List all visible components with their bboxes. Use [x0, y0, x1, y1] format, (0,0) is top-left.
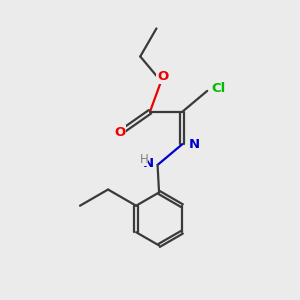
Text: O: O: [157, 70, 168, 83]
Text: H: H: [140, 153, 148, 166]
Text: O: O: [114, 126, 126, 139]
Text: Cl: Cl: [212, 82, 226, 95]
Text: N: N: [189, 138, 200, 151]
Text: N: N: [143, 157, 154, 170]
